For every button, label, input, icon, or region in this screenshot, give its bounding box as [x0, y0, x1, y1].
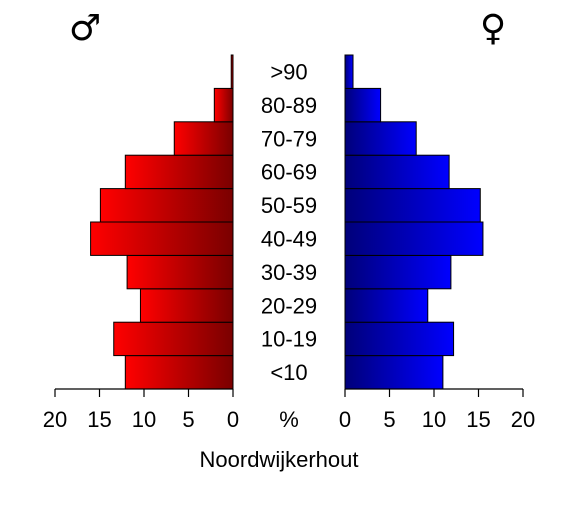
female-bar [344, 188, 481, 223]
male-symbol: ♂ [69, 8, 101, 49]
category-label: 10-19 [261, 327, 317, 352]
male-bar [126, 254, 234, 290]
x-tick-label: 20 [43, 407, 67, 432]
female-bar [344, 154, 450, 190]
male-bar [124, 154, 234, 190]
female-bar [344, 221, 484, 256]
category-label: >90 [270, 60, 307, 85]
x-tick-label: 5 [383, 407, 395, 432]
category-label: 30-39 [261, 260, 317, 285]
female-bar [344, 288, 429, 323]
male-bar [230, 54, 234, 89]
category-label: 60-69 [261, 160, 317, 185]
x-tick-label: 10 [422, 407, 446, 432]
female-bar [344, 54, 354, 89]
category-label: <10 [270, 360, 307, 385]
x-tick-label: 15 [87, 407, 111, 432]
female-symbol: ♀ [480, 8, 506, 49]
unit-label: % [279, 407, 299, 432]
category-label: 40-49 [261, 227, 317, 252]
male-bar [213, 87, 234, 123]
female-bar [344, 121, 417, 156]
male-bar [99, 188, 234, 223]
x-tick-label: 0 [227, 407, 239, 432]
male-bar [173, 121, 234, 156]
x-tick-label: 0 [339, 407, 351, 432]
female-bar [344, 87, 382, 123]
category-label: 50-59 [261, 193, 317, 218]
category-label: 20-29 [261, 293, 317, 318]
category-label: 80-89 [261, 93, 317, 118]
male-bar [113, 321, 234, 357]
x-tick-label: 10 [132, 407, 156, 432]
female-bar [344, 355, 444, 390]
female-bar [344, 321, 455, 357]
x-tick-label: 15 [466, 407, 490, 432]
x-tick-label: 5 [182, 407, 194, 432]
male-bar [90, 221, 234, 256]
x-tick-label: 20 [511, 407, 535, 432]
category-label: 70-79 [261, 126, 317, 151]
male-bar [139, 288, 234, 323]
chart-title: Noordwijkerhout [200, 447, 359, 472]
female-bar [344, 254, 452, 290]
male-bar [124, 355, 234, 390]
